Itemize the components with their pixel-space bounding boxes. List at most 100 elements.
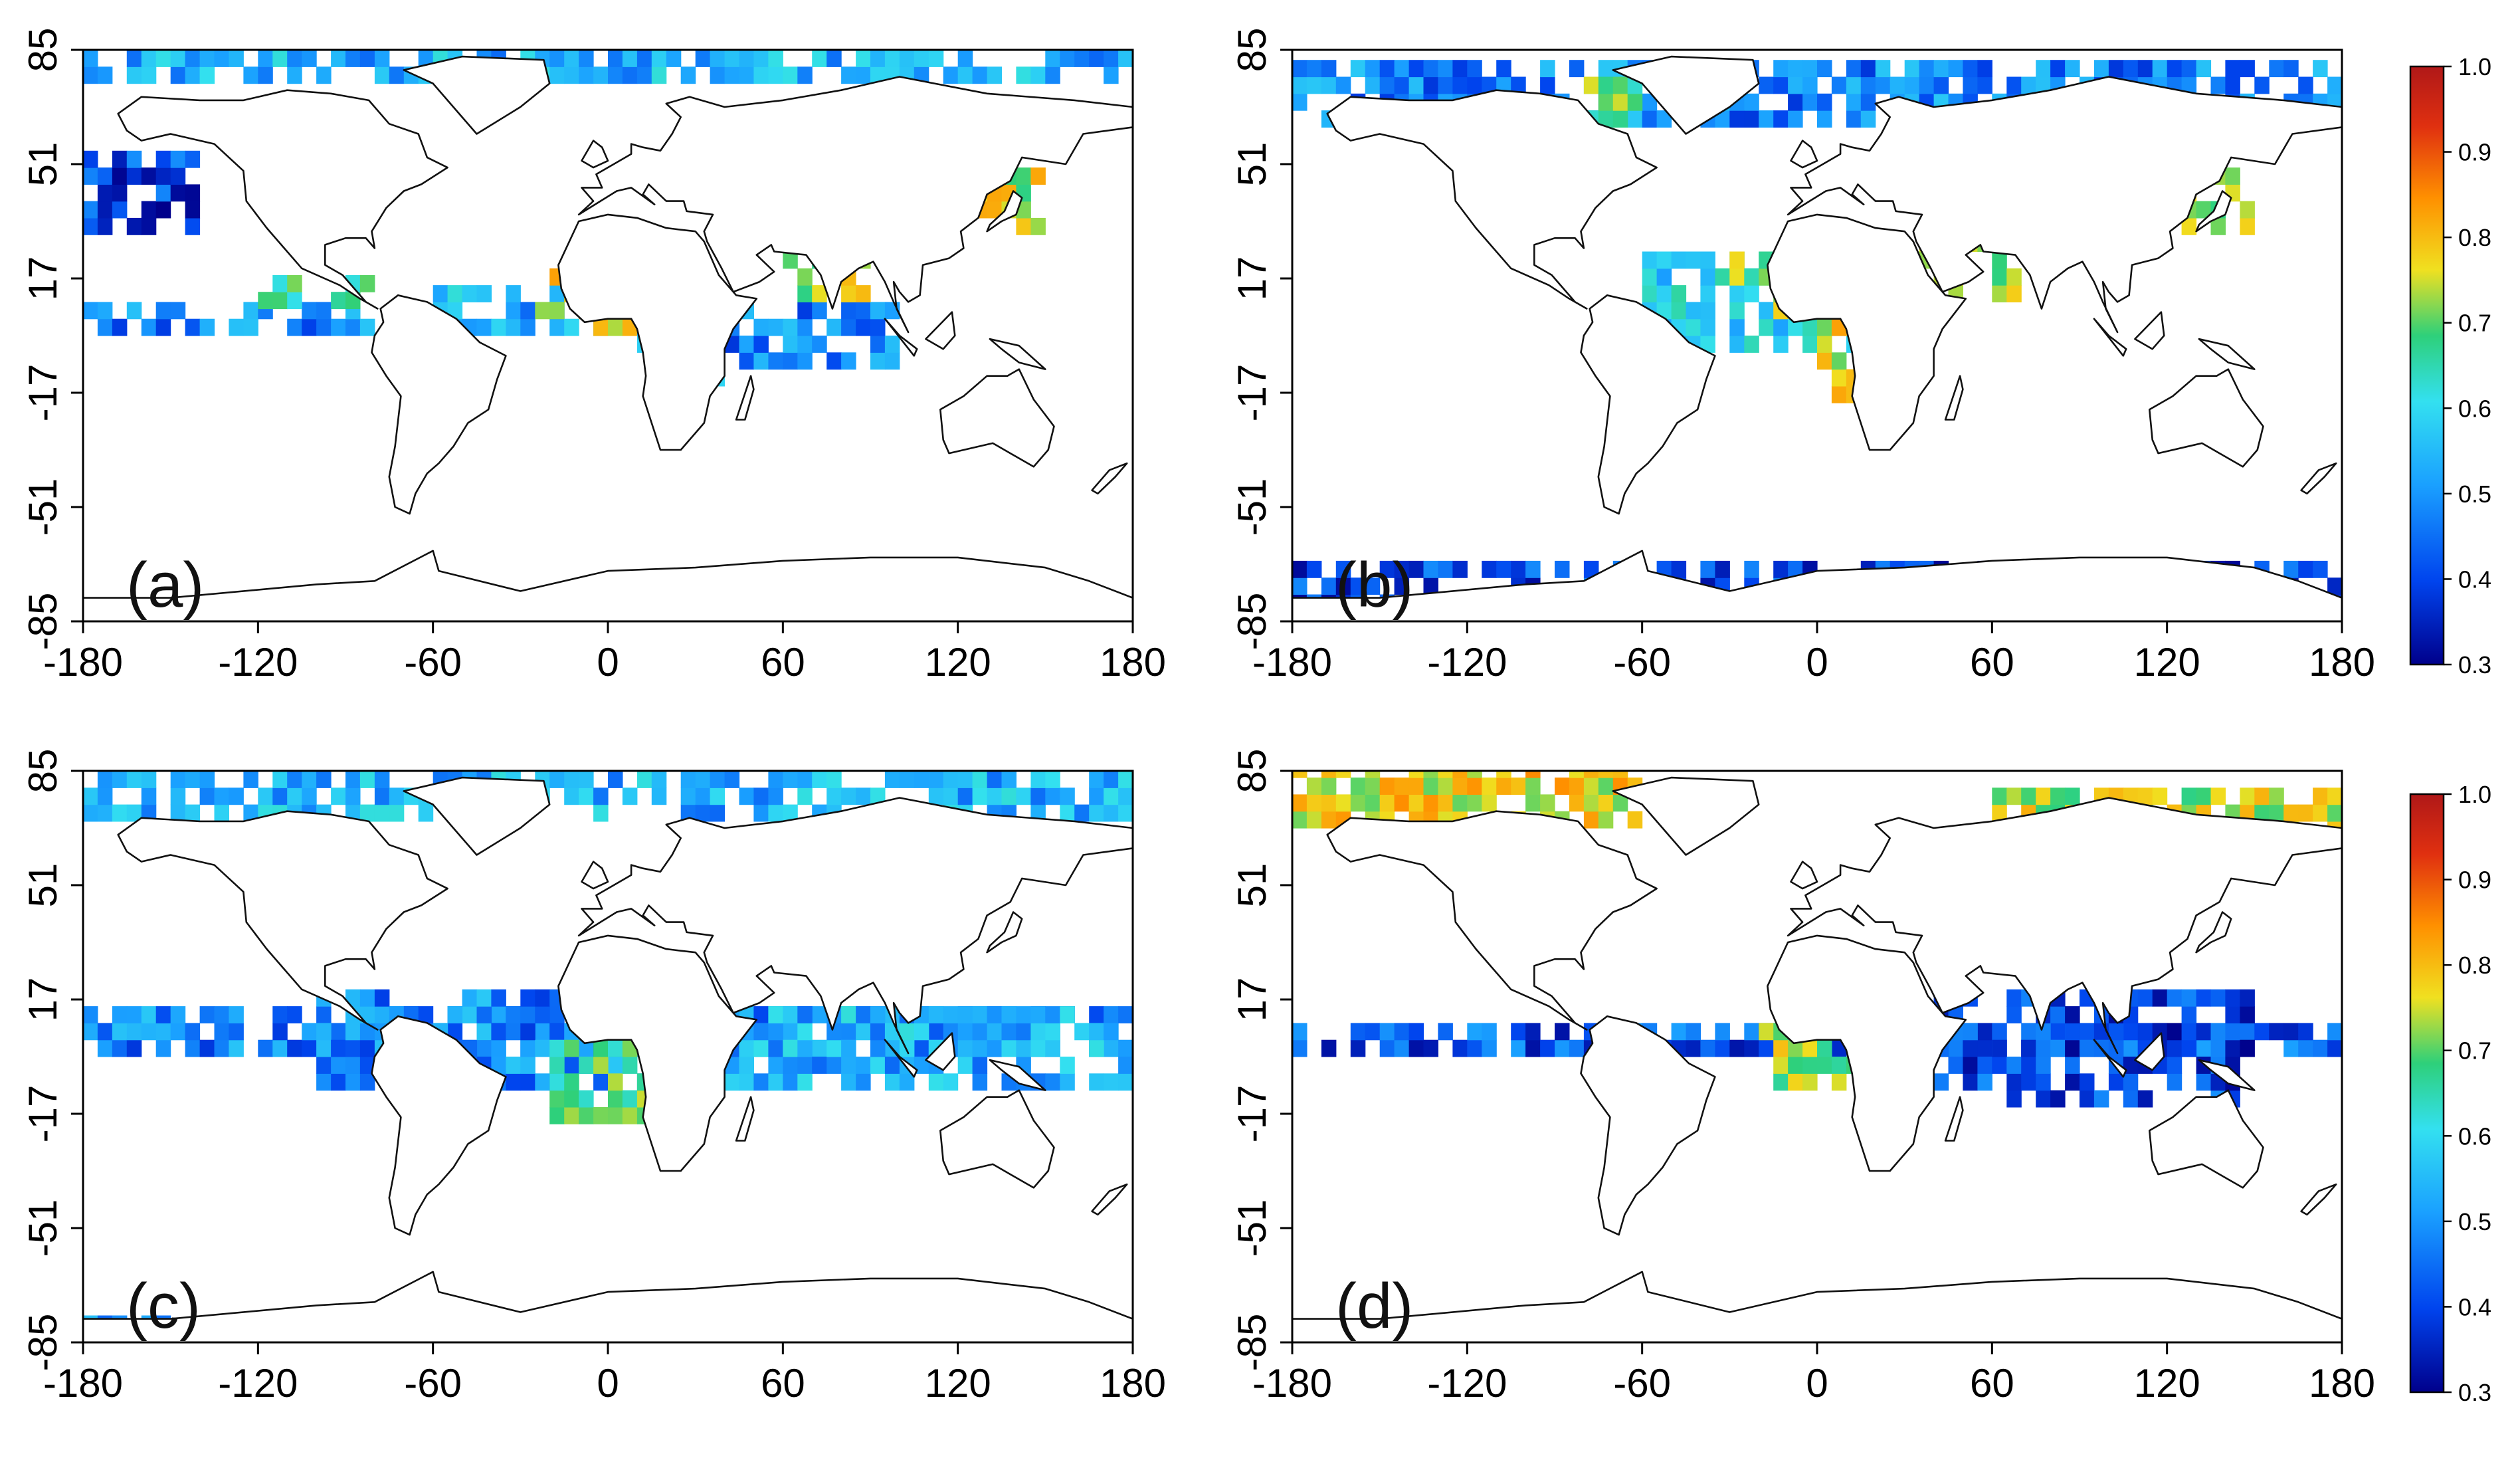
heatmap-cell bbox=[768, 1039, 783, 1057]
heatmap-cell bbox=[97, 302, 113, 320]
heatmap-cell bbox=[1045, 1006, 1060, 1023]
heatmap-cell bbox=[170, 804, 186, 822]
heatmap-cell bbox=[1831, 385, 1847, 403]
heatmap-cell bbox=[2196, 60, 2212, 78]
heatmap-cell bbox=[651, 787, 667, 805]
heatmap-cell bbox=[1408, 76, 1424, 94]
heatmap-cell bbox=[359, 1039, 375, 1057]
heatmap-cell bbox=[359, 804, 375, 822]
heatmap-cell bbox=[622, 787, 638, 805]
heatmap-cell bbox=[1292, 794, 1308, 812]
heatmap-cell bbox=[870, 787, 886, 805]
heatmap-cell bbox=[506, 1057, 521, 1074]
heatmap-cell bbox=[1423, 778, 1438, 795]
heatmap-cell bbox=[520, 1073, 535, 1091]
heatmap-cell bbox=[2006, 787, 2022, 805]
heatmap-cell bbox=[1306, 794, 1322, 812]
colorbar-gradient bbox=[2409, 65, 2445, 666]
heatmap-cell bbox=[593, 804, 609, 822]
heatmap-cell bbox=[1379, 1023, 1395, 1041]
heatmap-cell bbox=[302, 50, 317, 67]
heatmap-cell bbox=[1963, 60, 1978, 78]
heatmap-cell bbox=[2225, 989, 2240, 1007]
heatmap-cell bbox=[491, 1023, 506, 1041]
heatmap-cell bbox=[97, 167, 113, 185]
heatmap-cell bbox=[1365, 778, 1381, 795]
heatmap-cell bbox=[783, 804, 798, 822]
heatmap-cell bbox=[564, 1057, 579, 1074]
heatmap-cell bbox=[447, 1006, 463, 1023]
heatmap-cell bbox=[1045, 1073, 1060, 1091]
heatmap-cell bbox=[287, 1039, 302, 1057]
heatmap-cell bbox=[739, 336, 754, 353]
heatmap-cell bbox=[243, 804, 258, 822]
heatmap-cell bbox=[1335, 76, 1351, 94]
heatmap-cell bbox=[1379, 778, 1395, 795]
heatmap-cell bbox=[1788, 93, 1803, 111]
heatmap-cell bbox=[1438, 771, 1453, 778]
y-tick-label: -51 bbox=[1230, 1199, 1274, 1257]
heatmap-cell bbox=[1817, 1039, 1832, 1057]
heatmap-cell bbox=[768, 66, 783, 84]
heatmap-cell bbox=[1511, 1023, 1526, 1041]
heatmap-cell bbox=[1423, 577, 1438, 595]
heatmap-cell bbox=[2181, 989, 2197, 1007]
heatmap-cell bbox=[856, 1057, 871, 1074]
heatmap-cell bbox=[579, 1039, 594, 1057]
y-tick-label: -17 bbox=[21, 364, 65, 422]
heatmap-cell bbox=[2137, 787, 2153, 805]
heatmap-cell bbox=[1292, 60, 1308, 78]
heatmap-cell bbox=[2298, 76, 2313, 94]
heatmap-cell bbox=[1773, 1057, 1789, 1074]
heatmap-cell bbox=[272, 274, 288, 292]
heatmap-cell bbox=[549, 1023, 565, 1041]
heatmap-cell bbox=[1933, 76, 1949, 94]
heatmap-cell bbox=[1060, 1057, 1075, 1074]
heatmap-cell bbox=[768, 771, 783, 788]
heatmap-cell bbox=[870, 1023, 886, 1041]
heatmap-cell bbox=[1306, 60, 1322, 78]
heatmap-cell bbox=[229, 1006, 244, 1023]
heatmap-cell bbox=[331, 1039, 346, 1057]
heatmap-cell bbox=[564, 66, 579, 84]
heatmap-cell bbox=[972, 1039, 988, 1057]
heatmap-cell bbox=[170, 66, 186, 84]
heatmap-cell bbox=[972, 66, 988, 84]
heatmap-cell bbox=[1321, 778, 1337, 795]
heatmap-cell bbox=[126, 50, 142, 67]
heatmap-cell bbox=[170, 771, 186, 788]
heatmap-cell bbox=[1408, 778, 1424, 795]
heatmap-cell bbox=[593, 1039, 609, 1057]
heatmap-cell bbox=[856, 302, 871, 320]
continent-outline bbox=[581, 140, 609, 169]
heatmap-cell bbox=[1060, 787, 1075, 805]
heatmap-cell bbox=[2050, 60, 2066, 78]
x-tick-label: -180 bbox=[1252, 640, 1332, 684]
heatmap-cell bbox=[1394, 76, 1410, 94]
heatmap-cell bbox=[1846, 93, 1862, 111]
heatmap-cell bbox=[1525, 1023, 1541, 1041]
heatmap-cell bbox=[345, 989, 361, 1007]
heatmap-cell bbox=[1001, 1006, 1017, 1023]
heatmap-cell bbox=[1817, 352, 1832, 370]
heatmap-cell bbox=[1948, 1039, 1963, 1057]
heatmap-cell bbox=[957, 1039, 973, 1057]
heatmap-cell bbox=[1482, 1039, 1497, 1057]
heatmap-cell bbox=[1977, 1057, 1992, 1074]
heatmap-cell bbox=[97, 804, 113, 822]
heatmap-cell bbox=[695, 771, 711, 788]
heatmap-cell bbox=[2225, 1023, 2240, 1041]
heatmap-cell bbox=[1030, 217, 1046, 235]
heatmap-cell bbox=[1700, 336, 1715, 353]
heatmap-cell bbox=[1118, 50, 1133, 67]
heatmap-cell bbox=[1729, 336, 1745, 353]
heatmap-cell bbox=[185, 804, 201, 822]
heatmap-cell bbox=[1817, 93, 1832, 111]
heatmap-cell bbox=[1292, 1023, 1308, 1041]
heatmap-cell bbox=[1919, 76, 1935, 94]
heatmap-cell bbox=[1379, 76, 1395, 94]
continent-outline bbox=[1787, 76, 2342, 334]
heatmap-cell bbox=[1729, 251, 1745, 269]
heatmap-cell bbox=[1890, 76, 1905, 94]
heatmap-cell bbox=[345, 771, 361, 788]
